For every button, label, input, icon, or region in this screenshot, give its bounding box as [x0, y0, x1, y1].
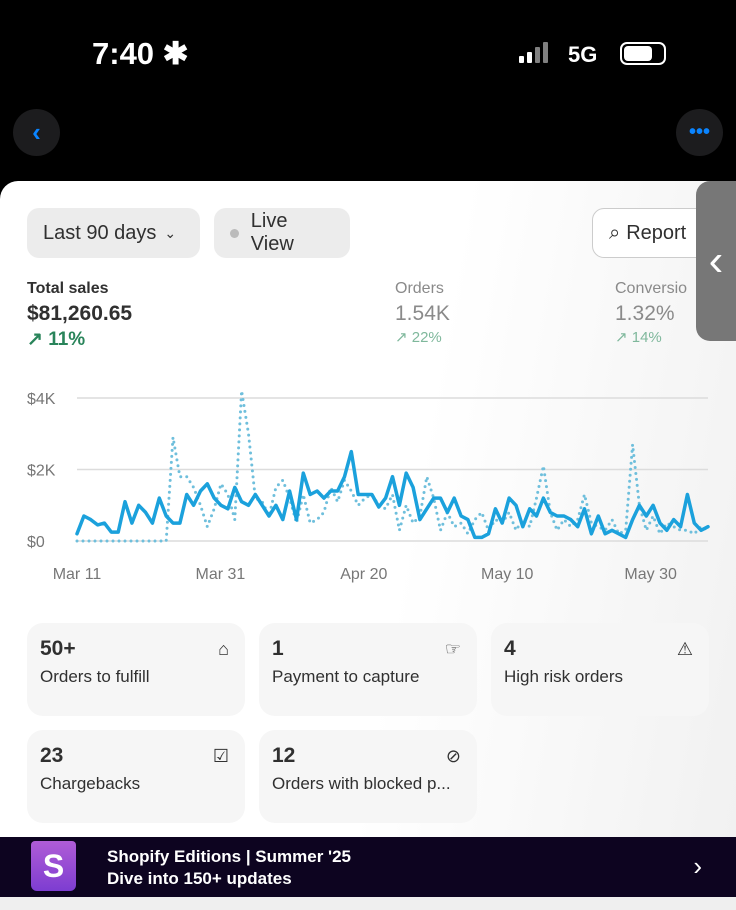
series-current	[75, 449, 710, 540]
report-button[interactable]: ⌕ Report	[592, 208, 712, 258]
tile-orders-to-fulfill[interactable]: 50+ Orders to fulfill ⌂	[27, 623, 245, 716]
report-icon: ⌕	[609, 221, 621, 244]
tile-label: Payment to capture	[272, 667, 420, 686]
metric-label: Conversio	[615, 280, 688, 297]
tile-label: Orders with blocked p...	[272, 774, 451, 793]
tile-blocked-orders[interactable]: 12 Orders with blocked p... ⊘	[259, 730, 477, 823]
inbox-icon: ⌂	[218, 639, 229, 659]
chevron-left-icon: ‹	[32, 117, 41, 147]
chevron-right-icon: ›	[693, 851, 702, 881]
date-range-label: Last 90 days	[43, 221, 157, 244]
alert-triangle-icon: ⚠	[676, 639, 693, 659]
signal-icon	[519, 42, 548, 63]
status-bar: 7:40 ✱ 5G	[0, 0, 736, 110]
y-tick-label: $4K	[27, 391, 56, 408]
report-label: Report	[626, 221, 687, 244]
tile-count: 4	[504, 637, 516, 660]
bottom-area	[0, 897, 736, 910]
metric-label: Orders	[395, 280, 444, 297]
side-panel-handle[interactable]: ‹	[696, 181, 736, 341]
tile-label: Orders to fulfill	[40, 667, 150, 686]
banner-title: Shopify Editions | Summer '25	[107, 847, 352, 866]
series-previous	[75, 389, 710, 543]
metric-value: 1.54K	[395, 302, 450, 325]
live-view-button[interactable]: Live View	[214, 208, 350, 258]
metric-value: 1.32%	[615, 302, 675, 325]
network-label: 5G	[568, 42, 598, 67]
editions-banner[interactable]: S Shopify Editions | Summer '25 Dive int…	[0, 837, 736, 897]
shopify-logo: S	[31, 841, 76, 891]
ellipsis-icon: •••	[688, 121, 710, 143]
action-tiles: 50+ Orders to fulfill ⌂ 1 Payment to captur…	[27, 623, 709, 823]
more-button[interactable]: •••	[676, 109, 723, 156]
clock: 7:40 ✱	[92, 36, 189, 71]
clipboard-check-icon: ☑	[212, 746, 229, 766]
tile-payment-to-capture[interactable]: 1 Payment to capture ☞	[259, 623, 477, 716]
x-tick-label: May 10	[481, 566, 534, 583]
metric-conversion[interactable]: Conversio 1.32% ↗ 14%	[615, 280, 687, 346]
tile-count: 50+	[40, 637, 76, 660]
x-tick-label: Mar 31	[196, 566, 246, 583]
tile-count: 1	[272, 637, 284, 660]
live-view-label: Live View	[250, 210, 294, 255]
metric-label: Total sales	[27, 280, 109, 297]
metric-orders[interactable]: Orders 1.54K ↗ 22%	[395, 280, 450, 346]
tile-count: 12	[272, 744, 296, 767]
metric-total-sales[interactable]: Total sales $81,260.65 ↗ 11%	[27, 280, 132, 351]
dot-icon	[230, 228, 239, 238]
x-tick-label: Apr 20	[340, 566, 387, 583]
y-tick-label: $0	[27, 534, 45, 551]
battery-icon	[620, 42, 666, 65]
back-button[interactable]: ‹	[13, 109, 60, 156]
chevron-down-icon: ⌄	[164, 224, 177, 241]
x-tick-label: Mar 11	[53, 566, 102, 583]
banner-subtitle: Dive into 150+ updates	[107, 869, 292, 888]
tile-count: 23	[40, 744, 64, 767]
metric-change: ↗ 14%	[615, 329, 662, 346]
x-tick-label: May 30	[624, 566, 677, 583]
blocked-payment-icon: ⊘	[445, 746, 461, 766]
tile-high-risk-orders[interactable]: 4 High risk orders ⚠	[491, 623, 709, 716]
tile-label: High risk orders	[504, 667, 624, 686]
tile-chargebacks[interactable]: 23 Chargebacks ☑	[27, 730, 245, 823]
metric-change: ↗ 11%	[27, 329, 86, 350]
chevron-left-icon: ‹	[708, 236, 724, 285]
tile-label: Chargebacks	[40, 774, 141, 793]
y-tick-label: $2K	[27, 463, 56, 480]
metric-value: $81,260.65	[27, 302, 133, 325]
sales-chart: $4K $2K $0 Mar 11 Mar 31 Apr 20 May 10 May 30	[27, 389, 710, 583]
payment-hand-icon: ☞	[444, 639, 461, 659]
metric-change: ↗ 22%	[395, 329, 442, 346]
date-range-dropdown[interactable]: Last 90 days ⌄	[27, 208, 200, 258]
